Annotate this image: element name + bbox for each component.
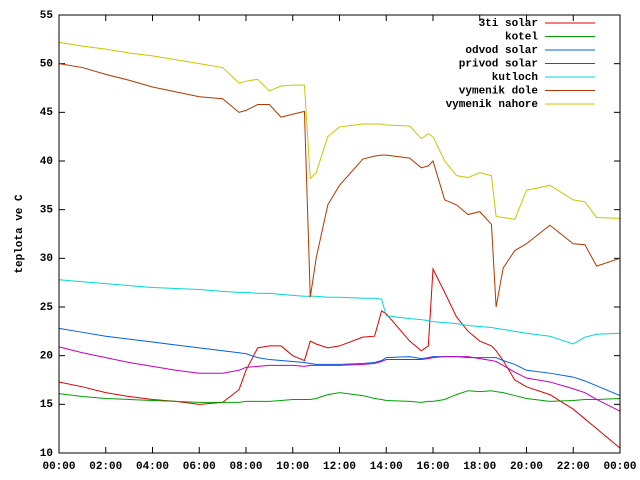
x-tick-label: 12:00 <box>323 461 356 473</box>
y-axis-label: teplota ve C <box>14 194 26 274</box>
x-tick-label: 10:00 <box>276 461 309 473</box>
legend-label: 3ti solar <box>479 18 538 30</box>
y-tick-label: 40 <box>40 156 53 168</box>
x-tick-label: 14:00 <box>370 461 403 473</box>
x-tick-label: 06:00 <box>183 461 216 473</box>
x-tick-label: 02:00 <box>89 461 122 473</box>
series-line <box>58 346 621 412</box>
x-tick-label: 22:00 <box>557 461 590 473</box>
series-line <box>58 63 621 308</box>
legend-label: kotel <box>505 31 538 43</box>
legend-label: odvod solar <box>465 45 538 57</box>
legend-label: privod solar <box>459 58 538 70</box>
y-tick-label: 50 <box>40 59 53 71</box>
plot-frame <box>58 14 621 454</box>
x-tick-label: 08:00 <box>229 461 262 473</box>
x-tick-label: 20:00 <box>510 461 543 473</box>
y-tick-label: 20 <box>40 351 53 363</box>
y-tick-label: 30 <box>40 253 53 265</box>
y-tick-label: 35 <box>40 205 54 217</box>
x-tick-label: 00:00 <box>603 461 636 473</box>
y-tick-label: 15 <box>40 399 54 411</box>
x-tick-label: 04:00 <box>136 461 169 473</box>
series-line <box>58 390 621 403</box>
legend-label: kutloch <box>492 72 538 84</box>
series-line <box>58 279 621 345</box>
legend-label: vymenik nahore <box>446 99 539 111</box>
y-tick-label: 10 <box>40 448 53 460</box>
y-tick-label: 45 <box>40 107 54 119</box>
series-line <box>58 327 621 397</box>
y-tick-label: 25 <box>40 302 54 314</box>
series-line <box>58 267 621 449</box>
x-tick-label: 18:00 <box>463 461 496 473</box>
y-tick-label: 55 <box>40 10 54 22</box>
x-tick-label: 00:00 <box>42 461 75 473</box>
x-tick-label: 16:00 <box>416 461 449 473</box>
legend-label: vymenik dole <box>459 85 539 97</box>
series-line <box>58 41 621 220</box>
